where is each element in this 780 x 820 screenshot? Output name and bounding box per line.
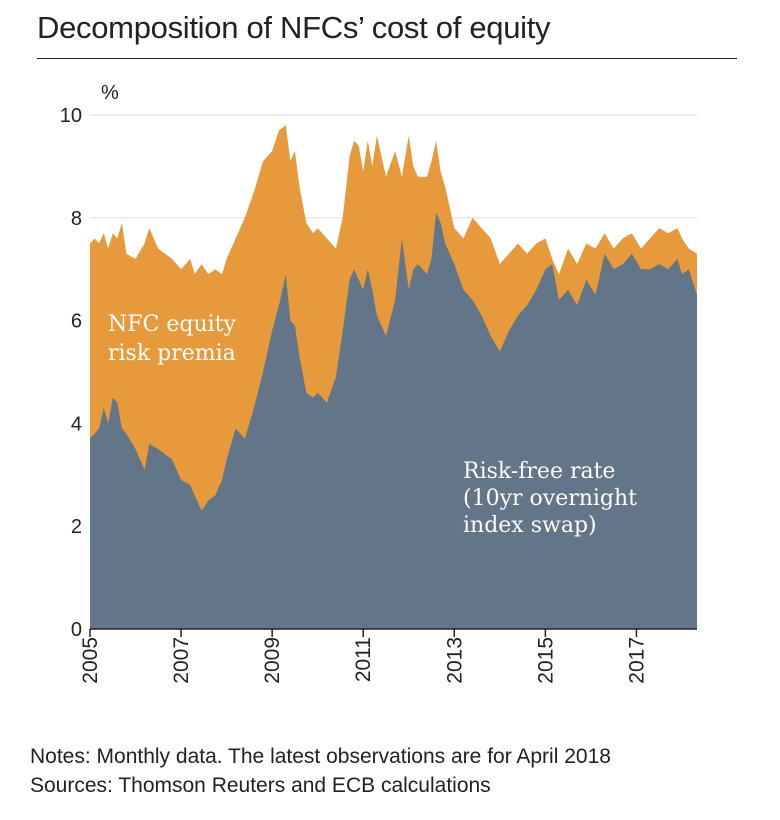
notes: Notes: Monthly data. The latest observat… <box>30 742 611 800</box>
x-tick-label: 2017 <box>625 637 648 684</box>
x-tick-label: 2013 <box>443 637 466 684</box>
notes-line: Notes: Monthly data. The latest observat… <box>30 745 611 768</box>
y-tick-label: 4 <box>71 413 82 435</box>
y-tick-label: 10 <box>60 105 82 127</box>
axis-layer: 0 2 4 6 8 10 2005 2007 2009 2011 2013 2015 2017 <box>60 105 697 684</box>
chart: 0 2 4 6 8 10 2005 2007 2009 2011 2013 2015 2017 % NF… <box>60 82 697 684</box>
x-tick-label: 2011 <box>352 637 375 682</box>
chart-title: Decomposition of NFCs’ cost of equity <box>37 10 551 45</box>
x-tick-label: 2009 <box>261 637 284 684</box>
x-tick-label: 2007 <box>170 637 193 684</box>
y-tick-label: 0 <box>71 619 82 641</box>
annotation-line: NFC equity <box>108 312 236 337</box>
annotation-line: risk premia <box>108 341 236 366</box>
title-divider <box>37 58 737 59</box>
annotation-line: index swap) <box>463 513 597 538</box>
risk-free-rate-area <box>90 212 697 629</box>
annotation-line: (10yr overnight <box>463 486 637 511</box>
y-tick-label: 6 <box>71 311 82 333</box>
x-tick-label: 2005 <box>79 637 102 684</box>
x-tick-label: 2015 <box>534 637 557 684</box>
sources-line: Sources: Thomson Reuters and ECB calcula… <box>30 774 491 797</box>
y-tick-label: 8 <box>71 208 82 230</box>
annotation-equity-risk-premia: NFC equity risk premia <box>108 312 236 366</box>
y-axis-unit-label: % <box>101 82 119 104</box>
annotation-line: Risk-free rate <box>463 459 615 484</box>
y-tick-label: 2 <box>71 516 82 538</box>
